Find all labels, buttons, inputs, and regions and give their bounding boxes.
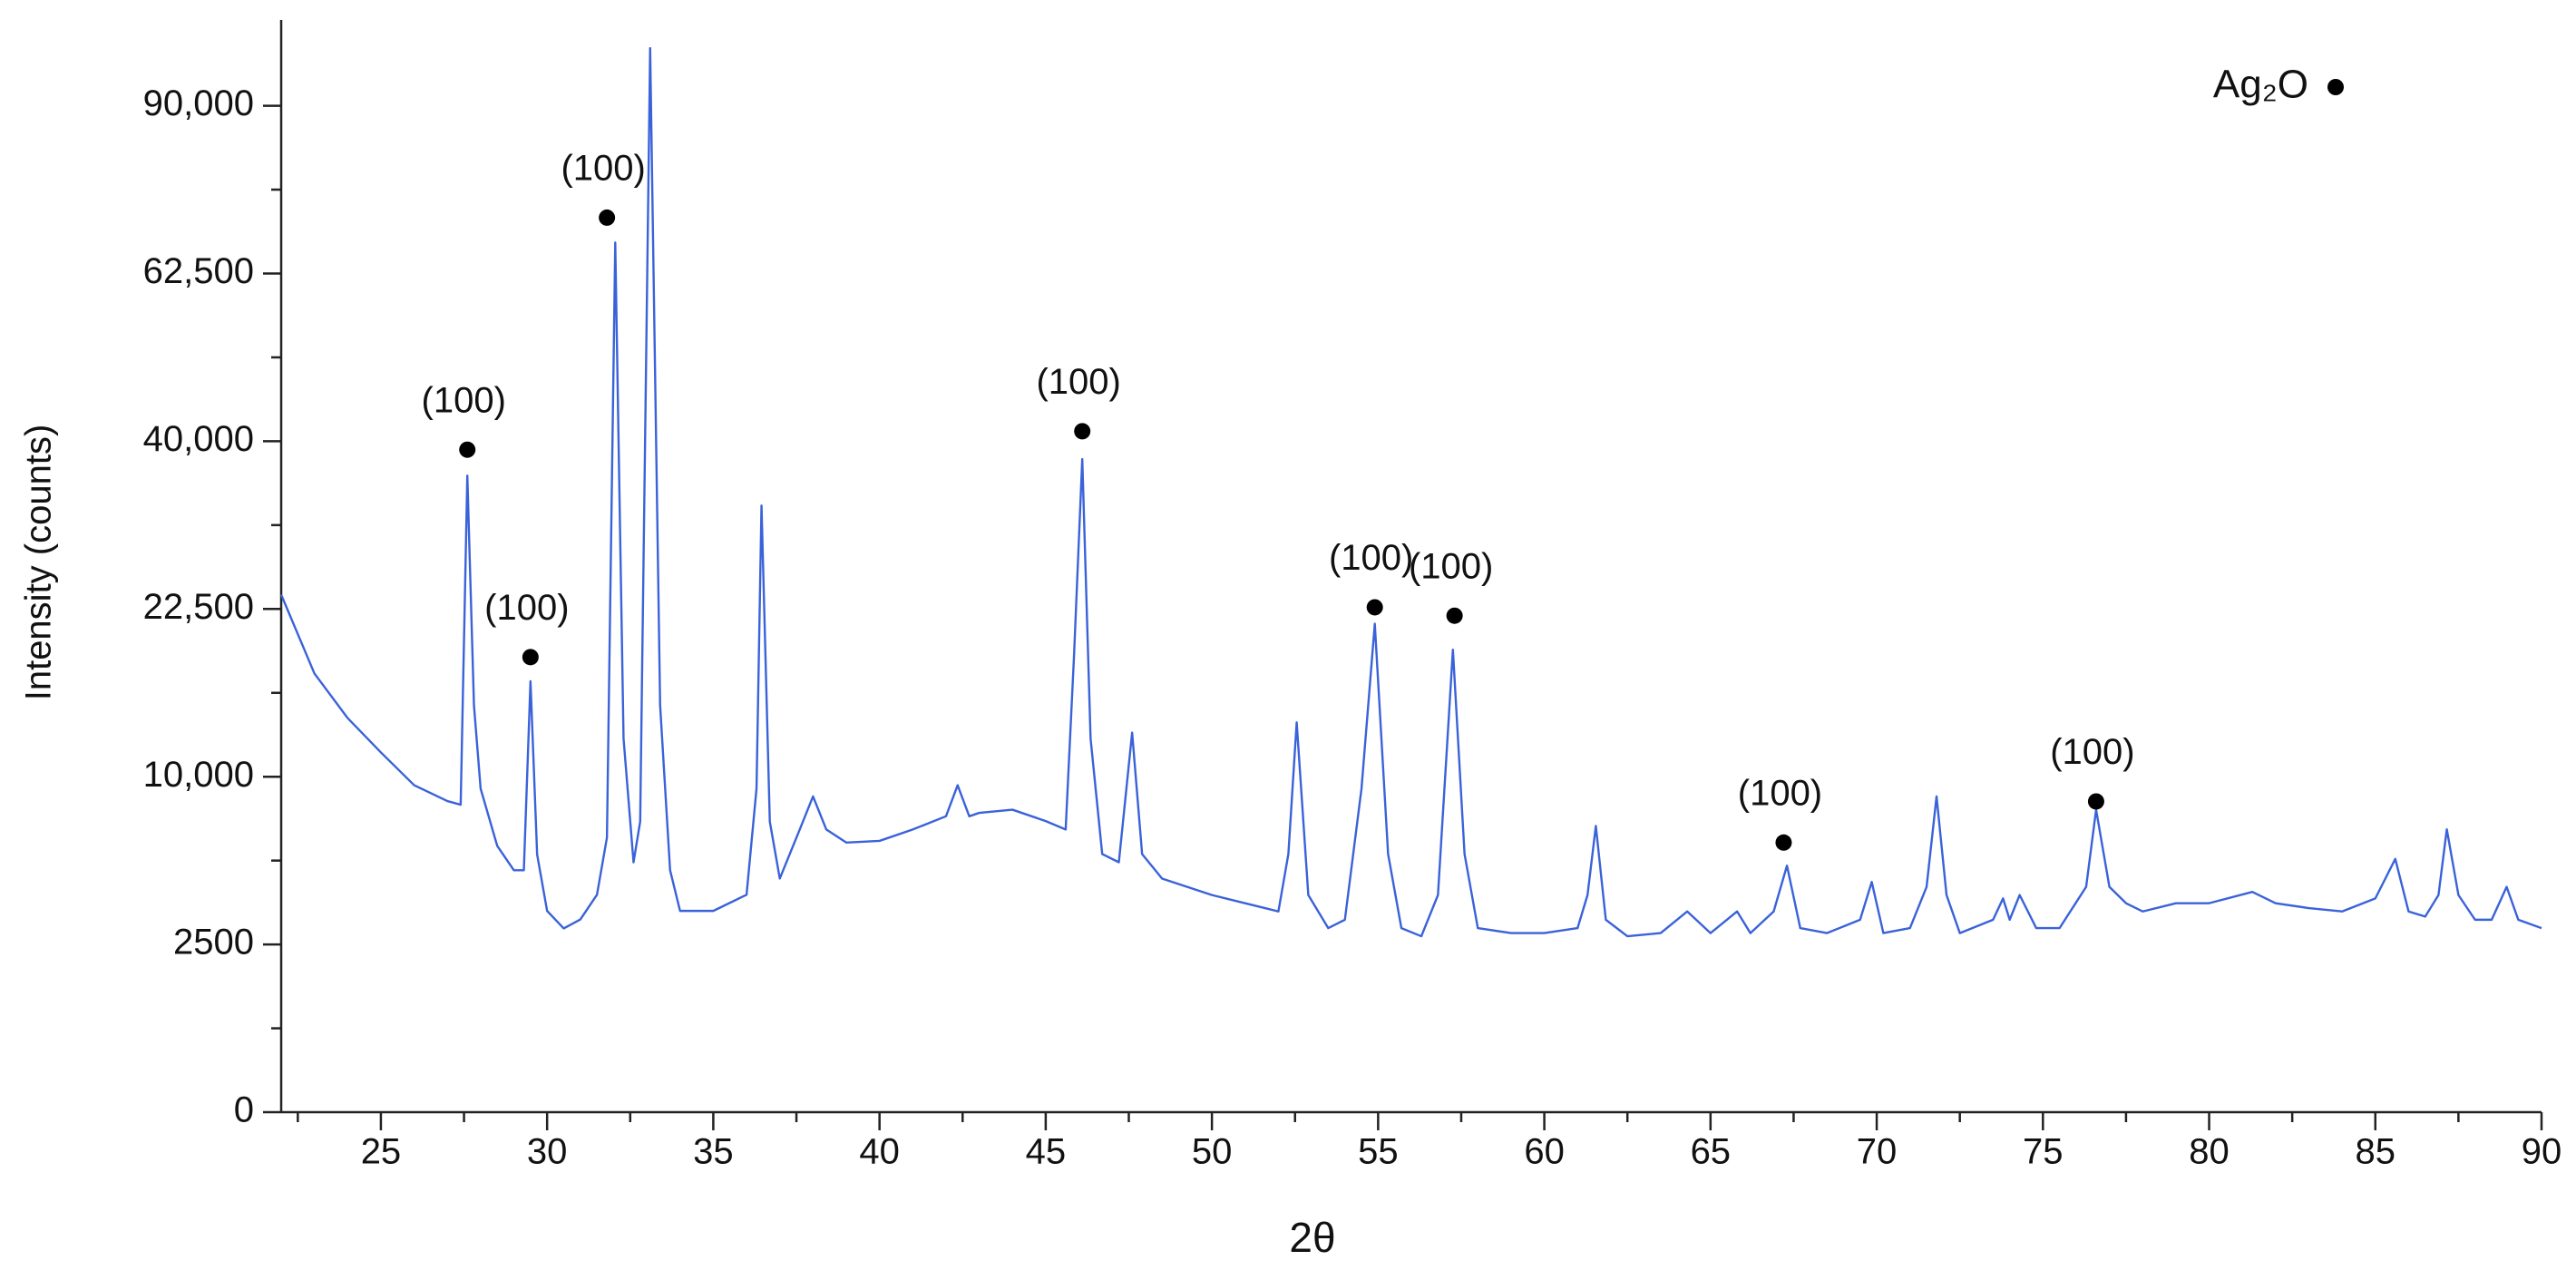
y-axis-label: Intensity (counts) — [19, 425, 59, 701]
x-tick-label: 35 — [693, 1132, 734, 1172]
legend-label: Ag₂O — [2213, 63, 2308, 107]
peak-marker — [1446, 607, 1463, 624]
peak-label: (100) — [1409, 546, 1493, 586]
x-tick-label: 85 — [2356, 1132, 2396, 1172]
peak-label: (100) — [561, 148, 645, 188]
y-tick-label: 2500 — [173, 923, 254, 962]
peak-label: (100) — [2050, 732, 2134, 772]
y-tick-label: 90,000 — [143, 83, 254, 123]
peak-label: (100) — [1738, 773, 1822, 813]
x-tick-label: 80 — [2189, 1132, 2230, 1172]
x-tick-label: 45 — [1026, 1132, 1067, 1172]
legend-marker — [2327, 79, 2344, 95]
x-tick-label: 65 — [1691, 1132, 1732, 1172]
y-tick-label: 22,500 — [143, 587, 254, 627]
peak-label: (100) — [484, 588, 569, 628]
y-tick-label: 0 — [234, 1090, 254, 1130]
x-tick-label: 40 — [859, 1132, 900, 1172]
peak-label: (100) — [1036, 362, 1120, 402]
x-tick-label: 25 — [361, 1132, 402, 1172]
x-tick-label: 50 — [1192, 1132, 1233, 1172]
peak-marker — [1775, 834, 1792, 851]
spectrum-line — [279, 46, 2542, 938]
x-tick-label: 30 — [527, 1132, 568, 1172]
peak-marker — [599, 209, 616, 226]
peak-marker — [2087, 793, 2104, 810]
peak-label: (100) — [422, 380, 506, 420]
peak-marker — [1074, 423, 1091, 440]
peak-marker — [459, 441, 476, 458]
x-tick-label: 55 — [1358, 1132, 1399, 1172]
x-tick-label: 60 — [1524, 1132, 1565, 1172]
y-tick-label: 62,500 — [143, 251, 254, 291]
peak-label: (100) — [1329, 538, 1413, 578]
x-tick-label: 75 — [2023, 1132, 2064, 1172]
x-tick-label: 70 — [1857, 1132, 1898, 1172]
x-axis-label: 2θ — [1289, 1214, 1335, 1261]
y-tick-label: 40,000 — [143, 419, 254, 459]
peak-marker — [522, 649, 539, 666]
x-tick-label: 90 — [2522, 1132, 2562, 1172]
peak-marker — [1366, 599, 1383, 616]
y-tick-label: 10,000 — [143, 755, 254, 795]
